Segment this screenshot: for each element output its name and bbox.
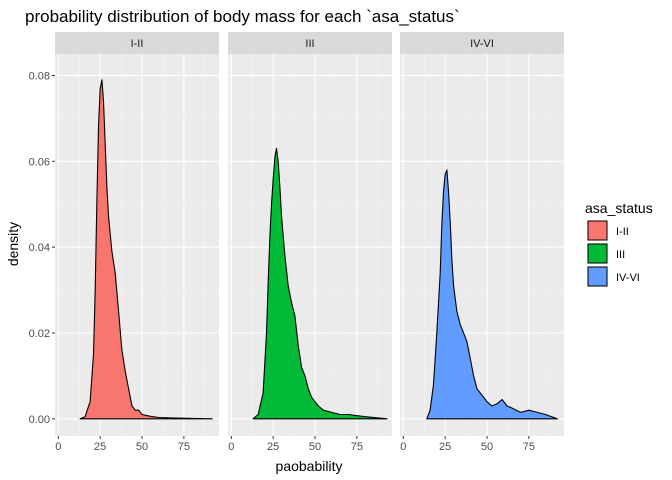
x-tick-label: 50: [136, 441, 148, 453]
x-tick-label: 75: [178, 441, 190, 453]
legend-swatch-i-ii: [587, 220, 608, 241]
x-tick-label: 0: [228, 441, 234, 453]
facet-strip-label: III: [305, 38, 314, 50]
panel-background: [400, 54, 564, 436]
density-area-iv-vi: [426, 169, 558, 420]
y-tick-label: 0.00: [29, 414, 50, 426]
legend-swatch-iv-vi: [587, 266, 608, 287]
facet-panel-i-ii: I-II 0 25 50 75: [55, 32, 219, 453]
facet-panels: I-II 0 25 50 75 III 0 25 50 75 IV-VI 0 25 50 75: [55, 32, 564, 453]
facet-strip-label: IV-VI: [470, 38, 494, 50]
legend-label-iv-vi: IV-VI: [616, 272, 640, 284]
x-tick-label: 75: [523, 441, 535, 453]
x-tick-label: 0: [400, 441, 406, 453]
x-tick-label: 0: [55, 441, 61, 453]
facet-strip: [228, 32, 392, 54]
x-tick-label: 25: [267, 441, 279, 453]
x-tick-label: 50: [481, 441, 493, 453]
y-tick-label: 0.02: [29, 328, 50, 340]
legend-title: asa_status: [585, 200, 653, 216]
legend-label-iii: III: [616, 249, 625, 261]
y-tick-label: 0.06: [29, 156, 50, 168]
density-area-i-ii: [79, 79, 213, 420]
panel-background: [228, 54, 392, 436]
facet-panel-iii: III 0 25 50 75: [228, 32, 392, 453]
panel-background: [55, 54, 219, 436]
density-area-iii: [252, 147, 388, 420]
y-tick-label: 0.08: [29, 70, 50, 82]
chart-title: probability distribution of body mass fo…: [25, 7, 460, 26]
legend: asa_status I-II III IV-VI: [585, 200, 653, 287]
y-axis: 0.00 0.02 0.04 0.06 0.08: [29, 70, 55, 426]
x-axis-title: paobability: [276, 458, 343, 474]
x-tick-label: 25: [94, 441, 106, 453]
facet-panel-iv-vi: IV-VI 0 25 50 75: [400, 32, 564, 453]
legend-swatch-iii: [587, 243, 608, 264]
facet-strip: [400, 32, 564, 54]
facet-strip-label: I-II: [131, 38, 144, 50]
y-tick-label: 0.04: [29, 242, 50, 254]
x-tick-label: 75: [351, 441, 363, 453]
x-tick-label: 50: [309, 441, 321, 453]
facet-strip: [55, 32, 219, 54]
y-axis-title: density: [5, 222, 21, 266]
x-tick-label: 25: [439, 441, 451, 453]
legend-label-i-ii: I-II: [616, 226, 629, 238]
